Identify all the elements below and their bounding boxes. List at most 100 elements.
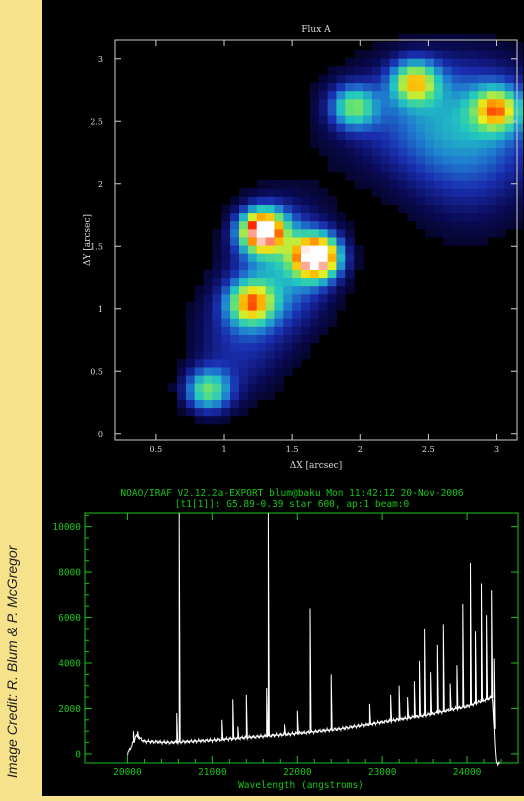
flux-pixel xyxy=(265,310,276,319)
flux-pixel xyxy=(327,310,338,319)
flux-pixel xyxy=(283,204,293,214)
flux-pixel xyxy=(433,90,444,100)
flux-pixel xyxy=(416,220,426,230)
flux-pixel xyxy=(513,58,524,67)
flux-pixel xyxy=(371,98,382,108)
flux-pixel xyxy=(504,82,515,92)
flux-pixel xyxy=(425,212,435,222)
flux-pixel xyxy=(425,139,435,149)
flux-pixel xyxy=(442,115,453,124)
flux-pixel xyxy=(336,90,346,100)
flux-pixel xyxy=(389,90,400,100)
flux-pixel xyxy=(265,334,276,344)
flux-pixel xyxy=(425,115,435,124)
flux-pixel xyxy=(292,261,302,270)
flux-pixel xyxy=(416,50,426,59)
flux-pixel xyxy=(487,90,497,100)
flux-pixel xyxy=(425,33,435,43)
flux-pixel xyxy=(318,188,329,197)
flux-pixel xyxy=(442,139,453,149)
flux-pixel xyxy=(345,261,355,270)
flux-pixel xyxy=(442,123,453,132)
flux-pixel xyxy=(318,326,329,335)
flux-pixel xyxy=(380,180,391,189)
flux-pixel xyxy=(354,58,364,67)
flux-pixel xyxy=(513,123,524,132)
flux-pixel xyxy=(212,293,222,303)
flux-pixel xyxy=(469,236,479,246)
flux-pixel xyxy=(230,358,240,368)
flux-pixel xyxy=(354,245,364,254)
flux-pixel xyxy=(239,188,249,197)
flux-pixel xyxy=(442,50,453,59)
spectrum-line xyxy=(127,512,500,767)
flux-pixel xyxy=(256,391,267,400)
flux-pixel xyxy=(425,228,435,238)
flux-pixel xyxy=(283,318,293,327)
flux-pixel xyxy=(407,204,417,214)
flux-pixel xyxy=(327,115,338,124)
flux-pixel xyxy=(451,58,462,67)
flux-pixel xyxy=(212,358,222,368)
flux-pixel xyxy=(416,212,426,222)
flux-pixel xyxy=(177,407,187,417)
flux-pixel xyxy=(389,74,400,84)
flux-pixel xyxy=(301,318,311,327)
flux-pixel xyxy=(345,220,355,230)
flux-pixel xyxy=(301,253,311,262)
flux-pixel xyxy=(274,236,284,246)
flux-pixel xyxy=(292,245,302,254)
flux-pixel xyxy=(469,180,479,189)
flux-pixel xyxy=(478,180,488,189)
flux-pixel xyxy=(433,204,444,214)
flux-pixel xyxy=(398,139,408,149)
flux-pixel xyxy=(283,285,293,295)
flux-pixel xyxy=(256,188,267,197)
flux-pixel xyxy=(177,399,187,409)
flux-pixel xyxy=(301,228,311,238)
flux-pixel xyxy=(221,228,231,238)
flux-pixel xyxy=(221,269,231,279)
spectrum-panel: NOAO/IRAF V2.12.2a-EXPORT blum@baku Mon … xyxy=(42,483,524,796)
flux-pixel xyxy=(194,326,205,335)
flux-pixel xyxy=(194,342,205,352)
flux-pixel xyxy=(389,163,400,173)
flux-pixel xyxy=(274,334,284,344)
flux-pixel xyxy=(239,358,249,368)
flux-pixel xyxy=(327,245,338,254)
flux-pixel xyxy=(309,293,320,303)
flux-pixel xyxy=(256,253,267,262)
flux-pixel xyxy=(478,139,488,149)
flux-pixel xyxy=(309,285,320,295)
flux-pixel xyxy=(504,50,515,59)
flux-pixel xyxy=(469,220,479,230)
flux-pixel xyxy=(487,139,497,149)
flux-pixel xyxy=(504,204,515,214)
flux-pixel xyxy=(283,253,293,262)
flux-pixel xyxy=(371,74,382,84)
flux-pixel xyxy=(416,106,426,116)
flux-pixel xyxy=(504,147,515,157)
flux-pixel xyxy=(398,188,408,197)
flux-x-tick-label: 3 xyxy=(494,445,499,454)
flux-pixel xyxy=(318,301,329,311)
flux-pixel xyxy=(247,383,258,392)
flux-y-tick-label: 3 xyxy=(98,55,103,64)
flux-pixel xyxy=(265,358,276,368)
flux-pixel xyxy=(256,366,267,376)
flux-pixel xyxy=(451,188,462,197)
flux-pixel xyxy=(256,220,267,230)
flux-pixel xyxy=(416,196,426,205)
flux-pixel xyxy=(469,115,479,124)
flux-pixel xyxy=(425,98,435,108)
flux-pixel xyxy=(185,358,196,368)
flux-pixel xyxy=(318,90,329,100)
flux-pixel xyxy=(247,220,258,230)
flux-pixel xyxy=(309,334,320,344)
flux-pixel xyxy=(203,415,214,425)
flux-pixel xyxy=(487,180,497,189)
flux-pixel xyxy=(203,358,214,368)
flux-pixel xyxy=(478,147,488,157)
flux-pixel xyxy=(442,163,453,173)
flux-pixel xyxy=(398,90,408,100)
